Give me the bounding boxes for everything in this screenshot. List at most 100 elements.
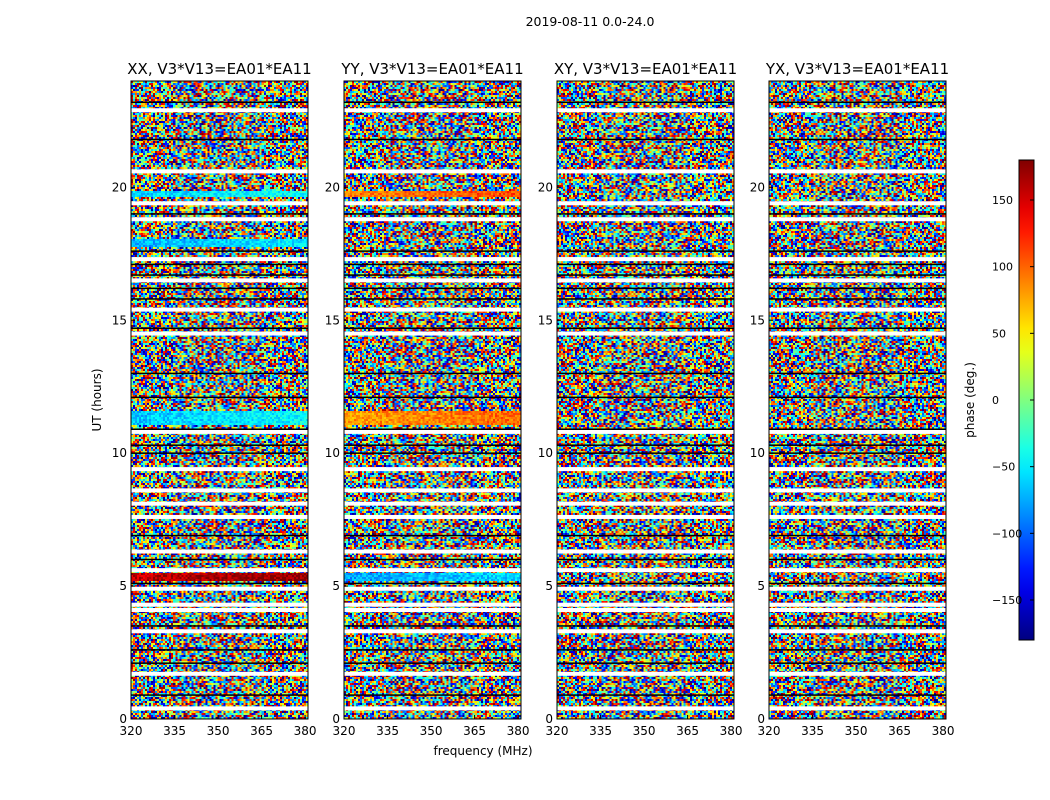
flag-line (344, 263, 521, 266)
flagged-band (769, 706, 946, 711)
flag-line (131, 396, 308, 399)
flag-line (769, 625, 946, 627)
flag-line (769, 534, 946, 537)
flag-line (769, 372, 946, 375)
y-tick-label: 0 (545, 712, 553, 726)
flag-line (557, 263, 734, 266)
flagged-band (769, 257, 946, 262)
flagged-band (557, 488, 734, 493)
flagged-band (344, 467, 521, 472)
y-tick-label: 15 (750, 313, 765, 327)
flagged-band (131, 586, 308, 591)
flagged-band (769, 201, 946, 206)
flag-line (344, 213, 521, 215)
flag-line (769, 250, 946, 252)
x-tick-label: 350 (420, 724, 443, 738)
y-tick-label: 10 (112, 446, 127, 460)
colorbar: −150 −100 −50 0 50 100 150 phase (deg.) (963, 159, 1035, 641)
flag-line (557, 662, 734, 664)
flag-line (131, 298, 308, 300)
flag-line (131, 263, 308, 266)
flagged-band (344, 514, 521, 519)
flag-line (769, 649, 946, 651)
flagged-band (344, 201, 521, 206)
flagged-band (344, 257, 521, 262)
phase-heatmap (131, 81, 308, 719)
flagged-band (769, 217, 946, 222)
y-tick-label: 20 (325, 180, 340, 194)
axes-frame (343, 80, 522, 720)
flagged-band (557, 307, 734, 312)
flagged-band (131, 706, 308, 711)
flagged-band (344, 108, 521, 113)
flag-line (557, 274, 734, 276)
flag-line (557, 327, 734, 329)
flag-line (131, 428, 308, 430)
flag-line (769, 327, 946, 329)
flag-line (344, 396, 521, 399)
figure-title: 2019-08-11 0.0-24.0 (525, 14, 655, 29)
x-tick-label: 320 (758, 724, 781, 738)
flagged-band (769, 586, 946, 591)
flagged-band (557, 201, 734, 206)
flagged-band (131, 307, 308, 312)
flag-line (344, 649, 521, 651)
panel-1: YY, V3*V13=EA01*EA11 320 335 350 365 380 0 5 10 1… (325, 60, 530, 738)
panel-title: XX, V3*V13=EA01*EA11 (127, 60, 311, 78)
flag-line (769, 287, 946, 290)
flag-line (131, 327, 308, 329)
flagged-band (769, 549, 946, 554)
flagged-band (344, 307, 521, 312)
flagged-band (557, 514, 734, 519)
y-tick-label: 20 (112, 180, 127, 194)
y-tick-label: 5 (119, 579, 127, 593)
flagged-band (344, 608, 521, 613)
panel-2: XY, V3*V13=EA01*EA11 320 335 350 365 380 0 5 10 1… (538, 60, 743, 738)
flagged-band (769, 514, 946, 519)
x-axis-label: frequency (MHz) (433, 744, 532, 758)
flagged-band (344, 331, 521, 336)
flag-line (344, 287, 521, 290)
flagged-band (557, 217, 734, 222)
flag-line (344, 250, 521, 252)
x-tick-label: 365 (250, 724, 273, 738)
colorbar-label: phase (deg.) (963, 362, 977, 438)
flag-line (557, 534, 734, 537)
flagged-band (344, 602, 521, 607)
flag-line (344, 452, 521, 454)
flag-line (131, 694, 308, 696)
flagged-band (769, 488, 946, 493)
x-tick-label: 350 (207, 724, 230, 738)
flagged-band (769, 671, 946, 676)
flagged-band (131, 169, 308, 174)
flagged-band (769, 429, 946, 434)
flagged-band (344, 568, 521, 573)
y-tick-label: 20 (538, 180, 553, 194)
flag-line (344, 298, 521, 300)
flag-line (557, 625, 734, 627)
flag-line (557, 649, 734, 651)
flag-line (557, 101, 734, 104)
axes-frame (556, 80, 735, 720)
flagged-band (557, 169, 734, 174)
flag-line (769, 101, 946, 104)
panel-title: YX, V3*V13=EA01*EA11 (765, 60, 949, 78)
flagged-band (131, 629, 308, 634)
x-tick-label: 320 (120, 724, 143, 738)
y-tick-label: 0 (332, 712, 340, 726)
flagged-band (769, 602, 946, 607)
y-tick-label: 10 (325, 446, 340, 460)
flagged-band (769, 501, 946, 506)
flag-line (344, 534, 521, 537)
flag-line (769, 213, 946, 215)
flag-line (131, 649, 308, 651)
flag-line (557, 396, 734, 399)
x-tick-label: 335 (376, 724, 399, 738)
panel-3: YX, V3*V13=EA01*EA11 320 335 350 365 380 0 5 10 1… (750, 60, 955, 738)
flagged-band (131, 488, 308, 493)
flagged-band (344, 586, 521, 591)
flagged-band (557, 671, 734, 676)
flagged-band (557, 429, 734, 434)
x-tick-label: 320 (546, 724, 569, 738)
flag-line (557, 582, 734, 585)
